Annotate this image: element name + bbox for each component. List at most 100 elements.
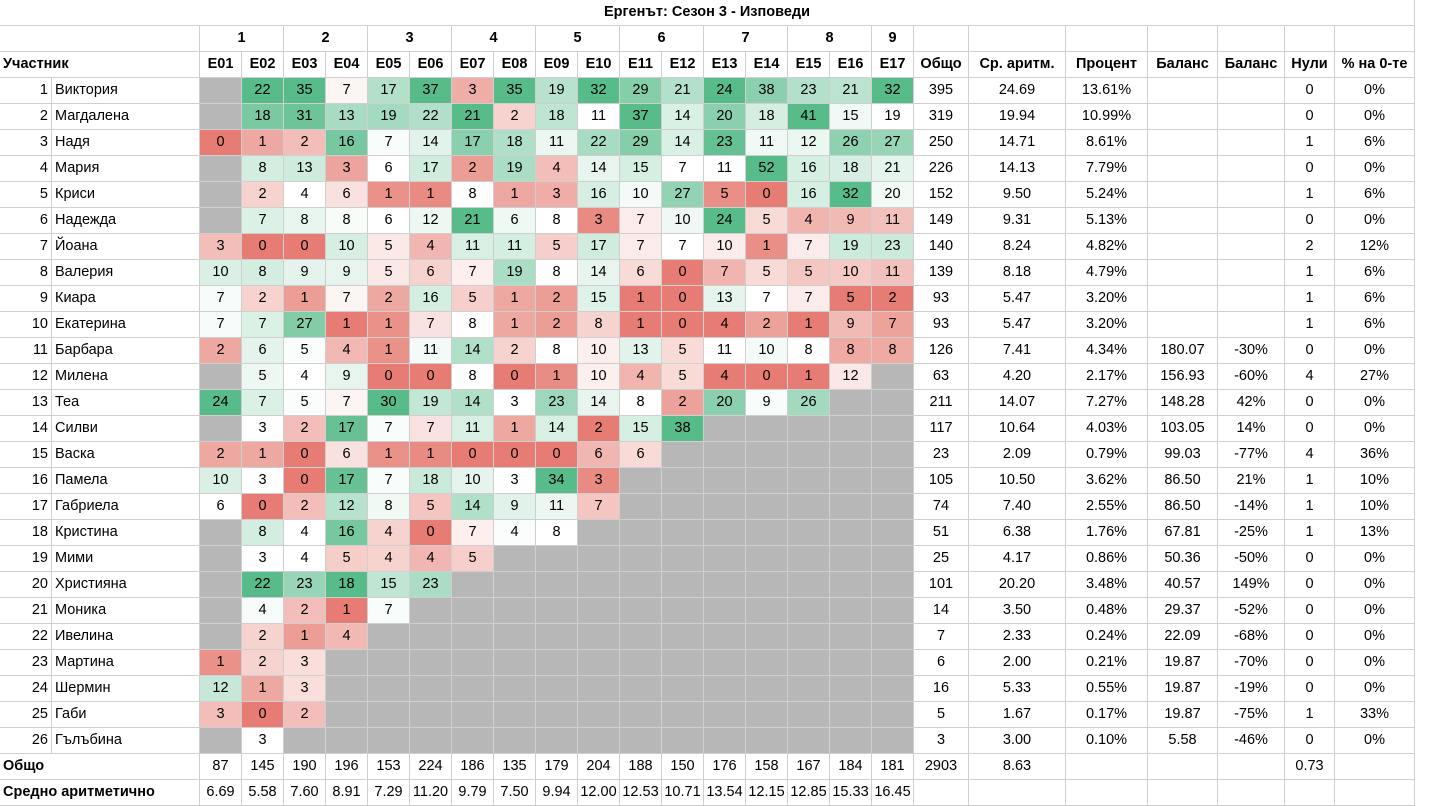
total-cell[interactable]: 93 [914, 286, 969, 312]
episode-cell-absent[interactable] [788, 572, 830, 598]
balance-percent-cell[interactable]: -19% [1218, 676, 1285, 702]
average-cell[interactable]: 1.67 [969, 702, 1066, 728]
average-cell[interactable]: 24.69 [969, 78, 1066, 104]
episode-cell[interactable]: 14 [410, 130, 452, 156]
episode-cell-absent[interactable] [494, 650, 536, 676]
participant-name[interactable]: Теа [52, 390, 200, 416]
episode-cell[interactable]: 3 [242, 546, 284, 572]
episode-cell[interactable]: 2 [452, 156, 494, 182]
total-cell[interactable]: 395 [914, 78, 969, 104]
episode-cell-absent[interactable] [536, 728, 578, 754]
percent-cell[interactable]: 10.99% [1066, 104, 1148, 130]
zero-percent-cell[interactable]: 6% [1335, 182, 1415, 208]
row-number[interactable]: 15 [0, 442, 52, 468]
episode-cell[interactable]: 3 [200, 702, 242, 728]
footer-empty[interactable] [1218, 754, 1285, 780]
sheet-title[interactable]: Ергенът: Сезон 3 - Изповеди [0, 0, 1415, 26]
row-number[interactable]: 23 [0, 650, 52, 676]
episode-cell-absent[interactable] [872, 494, 914, 520]
episode-cell[interactable]: 23 [872, 234, 914, 260]
total-cell[interactable]: 14 [914, 598, 969, 624]
episode-cell[interactable]: 18 [494, 130, 536, 156]
episode-cell[interactable]: 16 [326, 130, 368, 156]
episode-cell-absent[interactable] [830, 650, 872, 676]
header-balance2[interactable]: Баланс [1218, 52, 1285, 78]
total-cell[interactable]: 6 [914, 650, 969, 676]
average-cell[interactable]: 5.47 [969, 286, 1066, 312]
episode-cell[interactable]: 8 [536, 260, 578, 286]
episode-cell-absent[interactable] [410, 702, 452, 728]
balance-percent-cell[interactable] [1218, 104, 1285, 130]
header-spacer[interactable] [1218, 26, 1285, 52]
zeros-cell[interactable]: 1 [1285, 286, 1335, 312]
footer-average-label[interactable]: Средно аритметично [0, 780, 200, 806]
episode-cell-absent[interactable] [200, 182, 242, 208]
episode-cell-absent[interactable] [830, 468, 872, 494]
header-spacer[interactable] [1066, 26, 1148, 52]
footer-empty[interactable] [1335, 780, 1415, 806]
episode-cell-absent[interactable] [620, 624, 662, 650]
episode-cell[interactable]: 1 [494, 312, 536, 338]
episode-cell[interactable]: 27 [284, 312, 326, 338]
zero-percent-cell[interactable]: 27% [1335, 364, 1415, 390]
episode-cell-absent[interactable] [704, 624, 746, 650]
participant-name[interactable]: Киара [52, 286, 200, 312]
episode-cell[interactable]: 5 [242, 364, 284, 390]
episode-cell[interactable]: 7 [452, 260, 494, 286]
row-number[interactable]: 10 [0, 312, 52, 338]
episode-cell[interactable]: 17 [368, 78, 410, 104]
episode-cell-absent[interactable] [662, 702, 704, 728]
episode-cell[interactable]: 2 [284, 416, 326, 442]
episode-cell-absent[interactable] [704, 546, 746, 572]
episode-cell[interactable]: 24 [704, 208, 746, 234]
episode-cell-absent[interactable] [872, 546, 914, 572]
footer-average-cell[interactable]: 12.00 [578, 780, 620, 806]
episode-cell[interactable]: 26 [788, 390, 830, 416]
episode-cell[interactable]: 8 [452, 312, 494, 338]
average-cell[interactable]: 9.50 [969, 182, 1066, 208]
row-number[interactable]: 7 [0, 234, 52, 260]
average-cell[interactable]: 9.31 [969, 208, 1066, 234]
average-cell[interactable]: 6.38 [969, 520, 1066, 546]
episode-cell[interactable]: 11 [704, 156, 746, 182]
zero-percent-cell[interactable]: 13% [1335, 520, 1415, 546]
episode-cell[interactable]: 2 [872, 286, 914, 312]
episode-cell[interactable]: 23 [410, 572, 452, 598]
episode-cell[interactable]: 1 [788, 312, 830, 338]
footer-total-cell[interactable]: 196 [326, 754, 368, 780]
balance-value-cell[interactable] [1148, 312, 1218, 338]
episode-cell-absent[interactable] [788, 546, 830, 572]
row-number[interactable]: 2 [0, 104, 52, 130]
zero-percent-cell[interactable]: 0% [1335, 104, 1415, 130]
episode-cell[interactable]: 7 [704, 260, 746, 286]
episode-cell[interactable]: 10 [578, 338, 620, 364]
episode-cell[interactable]: 18 [410, 468, 452, 494]
episode-cell-absent[interactable] [746, 546, 788, 572]
episode-cell[interactable]: 14 [452, 494, 494, 520]
episode-cell[interactable]: 7 [410, 416, 452, 442]
zero-percent-cell[interactable]: 6% [1335, 286, 1415, 312]
zero-percent-cell[interactable]: 0% [1335, 390, 1415, 416]
episode-cell[interactable]: 4 [242, 598, 284, 624]
episode-cell-absent[interactable] [746, 520, 788, 546]
balance-percent-cell[interactable] [1218, 156, 1285, 182]
episode-cell[interactable]: 12 [200, 676, 242, 702]
average-cell[interactable]: 14.13 [969, 156, 1066, 182]
episode-cell[interactable]: 17 [326, 416, 368, 442]
balance-value-cell[interactable]: 5.58 [1148, 728, 1218, 754]
footer-average-cell[interactable]: 7.60 [284, 780, 326, 806]
total-cell[interactable]: 117 [914, 416, 969, 442]
balance-value-cell[interactable]: 180.07 [1148, 338, 1218, 364]
episode-cell[interactable]: 6 [200, 494, 242, 520]
episode-cell-absent[interactable] [368, 676, 410, 702]
total-cell[interactable]: 51 [914, 520, 969, 546]
zeros-cell[interactable]: 1 [1285, 312, 1335, 338]
average-cell[interactable]: 8.24 [969, 234, 1066, 260]
episode-cell[interactable]: 2 [284, 598, 326, 624]
episode-cell[interactable]: 7 [452, 520, 494, 546]
episode-cell[interactable]: 0 [662, 312, 704, 338]
episode-cell-absent[interactable] [788, 598, 830, 624]
participant-name[interactable]: Мария [52, 156, 200, 182]
balance-percent-cell[interactable] [1218, 208, 1285, 234]
episode-cell[interactable]: 5 [746, 260, 788, 286]
